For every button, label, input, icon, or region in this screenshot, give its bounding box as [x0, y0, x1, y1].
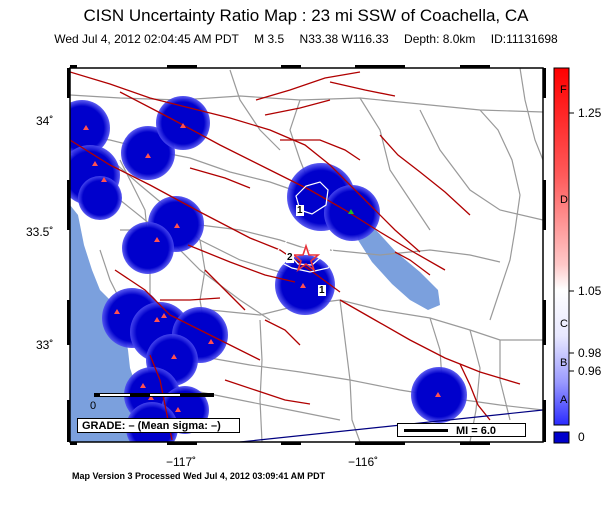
border-line [239, 409, 543, 442]
colorbar-zero-swatch [553, 431, 570, 444]
colorbar-grade: C [560, 318, 568, 330]
colorbar-grade: F [560, 84, 567, 96]
x-tick-label: −117˚ [166, 455, 197, 469]
frame-ticks [67, 65, 546, 445]
colorbar [553, 67, 570, 426]
colorbar-value: 1.05 [578, 284, 602, 298]
scale-zero-label: 0 [90, 400, 97, 412]
contour-label: 2 [286, 252, 294, 263]
colorbar-grade: D [560, 194, 568, 206]
y-tick-label: 33.5˚ [26, 225, 54, 239]
event-subtitle: Wed Jul 4, 2012 02:04:45 AM PDT M 3.5 N3… [0, 32, 612, 46]
event-datetime: Wed Jul 4, 2012 02:04:45 AM PDT [54, 32, 239, 46]
y-tick-label: 34˚ [36, 114, 54, 128]
event-magnitude: M 3.5 [254, 32, 285, 46]
map-frame [69, 67, 544, 443]
epicenter-star [291, 243, 321, 273]
event-location: N33.38 W116.33 [299, 32, 389, 46]
colorbar-value: 1.25 [578, 106, 602, 120]
colorbar-value: 0.98 [578, 346, 602, 360]
x-tick-label: −116˚ [348, 455, 379, 469]
colorbar-ticks [569, 112, 574, 372]
event-depth: Depth: 8.0km [404, 32, 476, 46]
mi-legend-box: MI = 6.0 [397, 423, 526, 437]
uncertainty-blobs [70, 96, 467, 442]
mi-legend-label: MI = 6.0 [456, 425, 497, 437]
contour-label: 1 [296, 205, 304, 216]
colorbar-value: 0 [578, 430, 585, 444]
distance-scale [94, 393, 214, 397]
contour-label: 1 [318, 285, 326, 296]
processing-footer: Map Version 3 Processed Wed Jul 4, 2012 … [72, 471, 326, 481]
faults [70, 71, 521, 441]
salton-sea [356, 222, 440, 310]
grade-box: GRADE: – (Mean sigma: –) [77, 418, 240, 433]
colorbar-grade: A [560, 394, 568, 406]
colorbar-grade: B [560, 357, 568, 369]
stations [83, 123, 441, 412]
y-tick-label: 33˚ [36, 338, 54, 352]
mi-legend-bar [404, 429, 448, 432]
colorbar-value: 0.96 [578, 364, 602, 378]
map-title: CISN Uncertainty Ratio Map : 23 mi SSW o… [83, 6, 529, 25]
event-id: ID:11131698 [490, 32, 558, 46]
